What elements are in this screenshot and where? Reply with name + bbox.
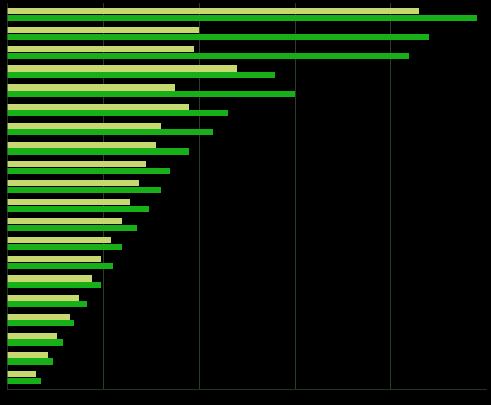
- Bar: [7, 28, 199, 34]
- Bar: [7, 16, 476, 22]
- Bar: [7, 282, 101, 288]
- Bar: [7, 206, 149, 212]
- Bar: [7, 111, 227, 117]
- Bar: [7, 225, 136, 231]
- Bar: [7, 124, 161, 130]
- Bar: [7, 92, 295, 98]
- Bar: [7, 219, 122, 225]
- Bar: [7, 162, 146, 168]
- Bar: [7, 238, 111, 244]
- Bar: [7, 244, 122, 250]
- Bar: [7, 181, 139, 187]
- Bar: [7, 276, 92, 282]
- Bar: [7, 143, 156, 149]
- Bar: [7, 130, 213, 136]
- Bar: [7, 339, 63, 345]
- Bar: [7, 263, 112, 269]
- Bar: [7, 104, 189, 111]
- Bar: [7, 9, 419, 15]
- Bar: [7, 314, 70, 320]
- Bar: [7, 66, 237, 72]
- Bar: [7, 187, 161, 193]
- Bar: [7, 149, 189, 155]
- Bar: [7, 73, 275, 79]
- Bar: [7, 47, 194, 53]
- Bar: [7, 358, 54, 365]
- Bar: [7, 257, 101, 263]
- Bar: [7, 168, 170, 174]
- Bar: [7, 35, 429, 41]
- Bar: [7, 320, 74, 326]
- Bar: [7, 377, 41, 384]
- Bar: [7, 371, 36, 377]
- Bar: [7, 352, 48, 358]
- Bar: [7, 295, 79, 301]
- Bar: [7, 85, 175, 92]
- Bar: [7, 54, 409, 60]
- Bar: [7, 301, 87, 307]
- Bar: [7, 333, 57, 339]
- Bar: [7, 200, 130, 206]
